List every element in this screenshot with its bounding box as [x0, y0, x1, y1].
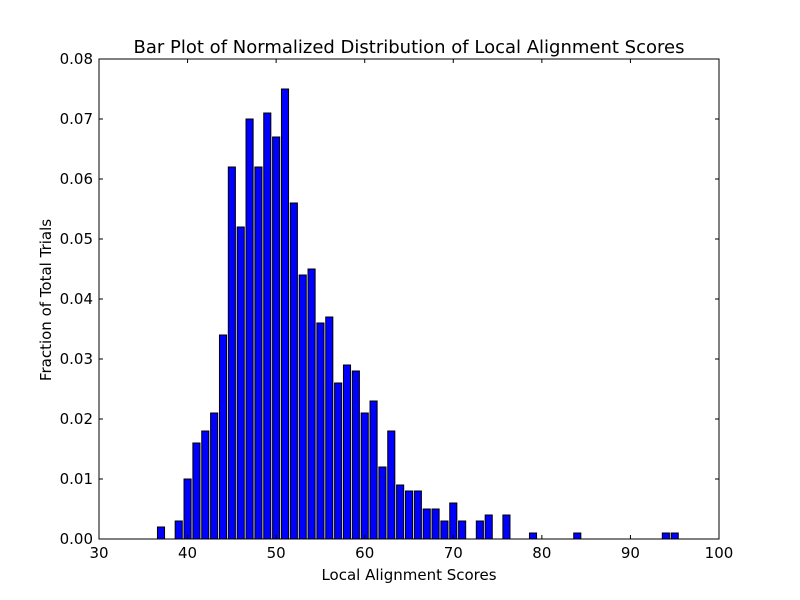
y-tick-label: 0.03 — [60, 350, 93, 368]
bar — [316, 322, 325, 540]
y-tick-label: 0.01 — [60, 470, 93, 488]
bar — [245, 118, 254, 540]
bar — [440, 520, 449, 540]
bar — [387, 430, 396, 540]
bar — [458, 520, 467, 540]
bar — [378, 466, 387, 540]
bar — [449, 502, 458, 540]
bar — [528, 532, 538, 540]
bar — [289, 202, 298, 540]
bar — [254, 166, 263, 540]
bar — [298, 274, 307, 540]
x-tick-label: 100 — [705, 544, 734, 562]
bar — [670, 532, 679, 540]
y-tick-label: 0.06 — [60, 170, 93, 188]
bar — [192, 442, 201, 540]
plot-frame — [98, 58, 720, 540]
x-tick-label: 70 — [444, 544, 463, 562]
bar — [422, 508, 431, 540]
y-tick-label: 0.04 — [60, 290, 93, 308]
x-tick-label: 90 — [621, 544, 640, 562]
y-tick-label: 0.08 — [60, 50, 93, 68]
bar — [431, 508, 440, 540]
x-tick-label: 40 — [178, 544, 197, 562]
x-tick-label: 50 — [267, 544, 286, 562]
x-tick-label: 30 — [89, 544, 108, 562]
bar — [661, 532, 670, 540]
y-tick-label: 0.00 — [60, 530, 93, 548]
x-tick-label: 60 — [355, 544, 374, 562]
y-axis-title: Fraction of Total Trials — [37, 219, 55, 381]
bar — [351, 370, 360, 540]
bar — [502, 514, 511, 540]
y-tick-label: 0.07 — [60, 110, 93, 128]
x-tick-label: 80 — [532, 544, 551, 562]
chart-title: Bar Plot of Normalized Distribution of L… — [134, 37, 685, 58]
bar — [218, 334, 228, 540]
y-tick-label: 0.02 — [60, 410, 93, 428]
x-axis-title: Local Alignment Scores — [321, 566, 496, 584]
y-tick-label: 0.05 — [60, 230, 93, 248]
bar — [360, 412, 369, 540]
bar — [183, 478, 192, 540]
bar — [369, 400, 378, 540]
bar — [404, 490, 414, 540]
bar — [201, 430, 210, 540]
bar — [413, 490, 422, 540]
bar — [396, 484, 405, 540]
bar — [307, 268, 316, 540]
bar — [334, 382, 343, 540]
bar — [263, 112, 272, 540]
bar — [174, 520, 183, 540]
bar — [227, 166, 236, 540]
bar — [325, 316, 334, 540]
bar — [475, 520, 484, 540]
bar — [272, 136, 281, 540]
plot-area: 30 40 50 60 70 80 90 100 0.00 0.01 0.02 0.03 0.04 0.0… — [60, 50, 734, 562]
bar — [210, 412, 219, 540]
bar — [236, 226, 245, 540]
bar — [280, 88, 290, 540]
bar — [342, 364, 352, 540]
bar — [156, 526, 166, 540]
bar — [484, 514, 493, 540]
bar — [573, 532, 582, 540]
